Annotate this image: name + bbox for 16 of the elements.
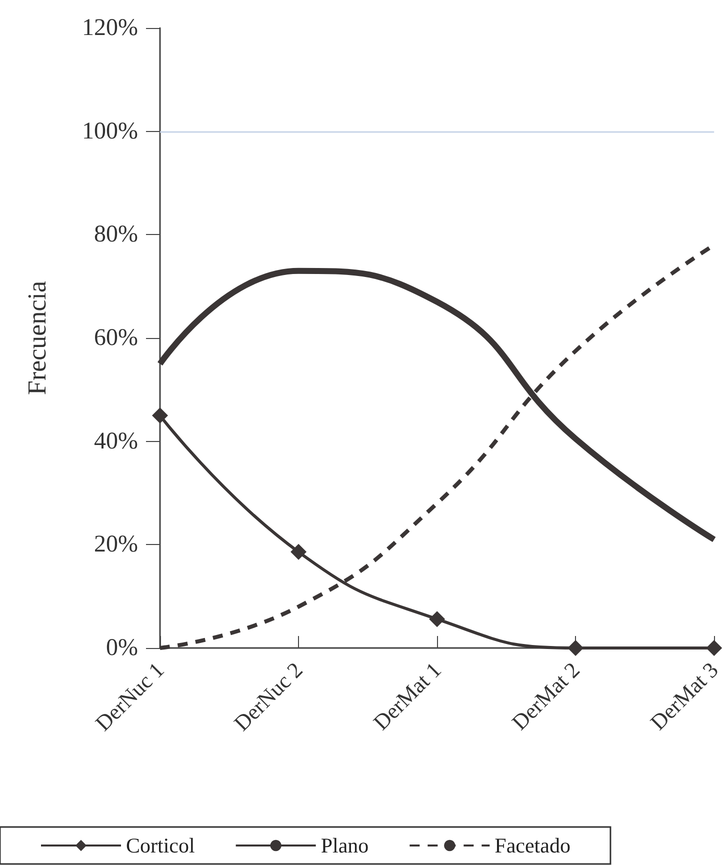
y-tick-label: 40% xyxy=(94,428,138,454)
legend-label: Facetado xyxy=(494,834,570,858)
y-tick-label: 120% xyxy=(82,15,138,41)
point xyxy=(290,544,307,560)
y-tick-label: 20% xyxy=(94,532,138,558)
y-axis-title: Frecuencia xyxy=(22,280,52,396)
point xyxy=(152,408,168,424)
y-tick-label: 0% xyxy=(106,635,138,661)
legend-label: Corticol xyxy=(126,834,195,858)
point xyxy=(706,640,722,656)
y-tick-label: 60% xyxy=(94,325,138,351)
y-tick-label: 80% xyxy=(94,222,138,248)
point xyxy=(568,640,584,656)
y-tick-label: 100% xyxy=(82,118,138,144)
point xyxy=(429,611,446,628)
legend-label: Plano xyxy=(320,834,369,858)
